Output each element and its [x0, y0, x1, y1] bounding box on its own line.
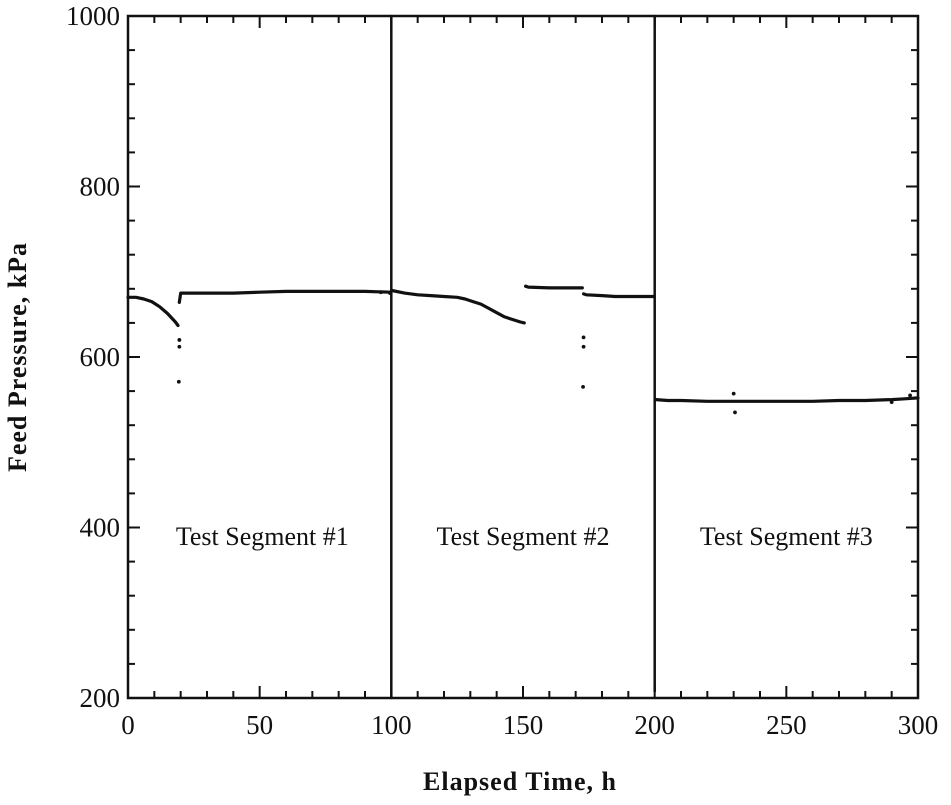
pressure-data-point	[908, 393, 912, 398]
pressure-trace-segment	[581, 292, 656, 299]
plot-frame	[126, 14, 920, 700]
pressure-trace-segment	[523, 284, 584, 290]
pressure-data-point	[581, 384, 585, 389]
x-tick-label: 300	[898, 710, 939, 740]
pressure-data-point	[378, 290, 383, 295]
pressure-data-point	[581, 344, 586, 349]
y-tick-label: 400	[80, 513, 121, 543]
pressure-data-point	[733, 410, 737, 415]
plot-marks	[126, 14, 920, 700]
x-tick-label: 150	[503, 710, 544, 740]
pressure-trace-segment	[654, 396, 920, 403]
test-segment-label: Test Segment #1	[176, 522, 349, 551]
pressure-data-point	[731, 391, 736, 396]
y-axis-label: Feed Pressure, kPa	[3, 242, 32, 472]
pressure-trace-segment	[177, 289, 393, 304]
y-tick-label: 800	[80, 172, 121, 202]
pressure-data-point	[177, 338, 182, 342]
x-tick-label: 50	[246, 710, 273, 740]
y-tick-label: 600	[80, 342, 121, 372]
pressure-data-point	[177, 344, 182, 349]
pressure-data-point	[581, 335, 586, 340]
tick-labels-group: 0 50 100 150 200 250 300 200 400 600 800 1000	[66, 1, 938, 740]
pressure-data-point	[176, 379, 181, 384]
x-tick-label: 200	[634, 710, 675, 740]
pressure-trace-segment	[126, 295, 180, 328]
y-tick-label: 1000	[66, 1, 120, 31]
x-tick-label: 250	[766, 710, 807, 740]
pressure-trace-segment	[390, 288, 526, 325]
test-segment-label: Test Segment #2	[437, 522, 610, 551]
x-axis-label: Elapsed Time, h	[423, 767, 617, 796]
y-tick-label: 200	[80, 683, 121, 713]
test-segment-label: Test Segment #3	[700, 522, 873, 551]
ticks-group	[127, 15, 919, 699]
x-tick-label: 100	[371, 710, 412, 740]
annotations-group: Test Segment #1 Test Segment #2 Test Segme…	[176, 522, 873, 551]
x-tick-label: 0	[121, 710, 135, 740]
pressure-data-point	[889, 400, 894, 405]
